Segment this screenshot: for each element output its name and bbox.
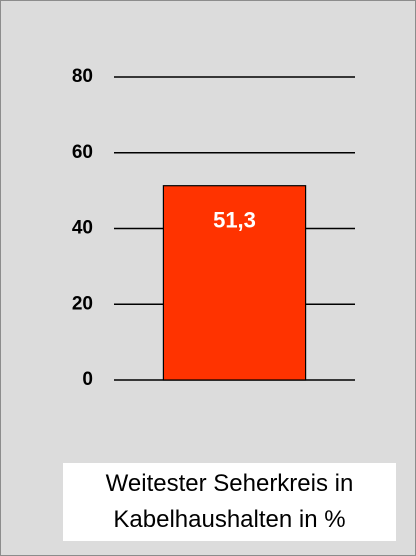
y-tick-label: 60 (72, 142, 93, 163)
bar (162, 185, 307, 381)
x-axis-label: Weitester Seherkreis in Kabelhaushalten … (105, 470, 354, 533)
y-tick-label: 80 (72, 66, 93, 87)
y-tick-label: 20 (72, 293, 93, 314)
caption-box: Weitester Seherkreis in Kabelhaushalten … (63, 463, 396, 541)
value-label: 51,3 (213, 208, 256, 233)
y-tick-label: 40 (72, 218, 93, 239)
y-tick-label: 0 (82, 369, 93, 390)
